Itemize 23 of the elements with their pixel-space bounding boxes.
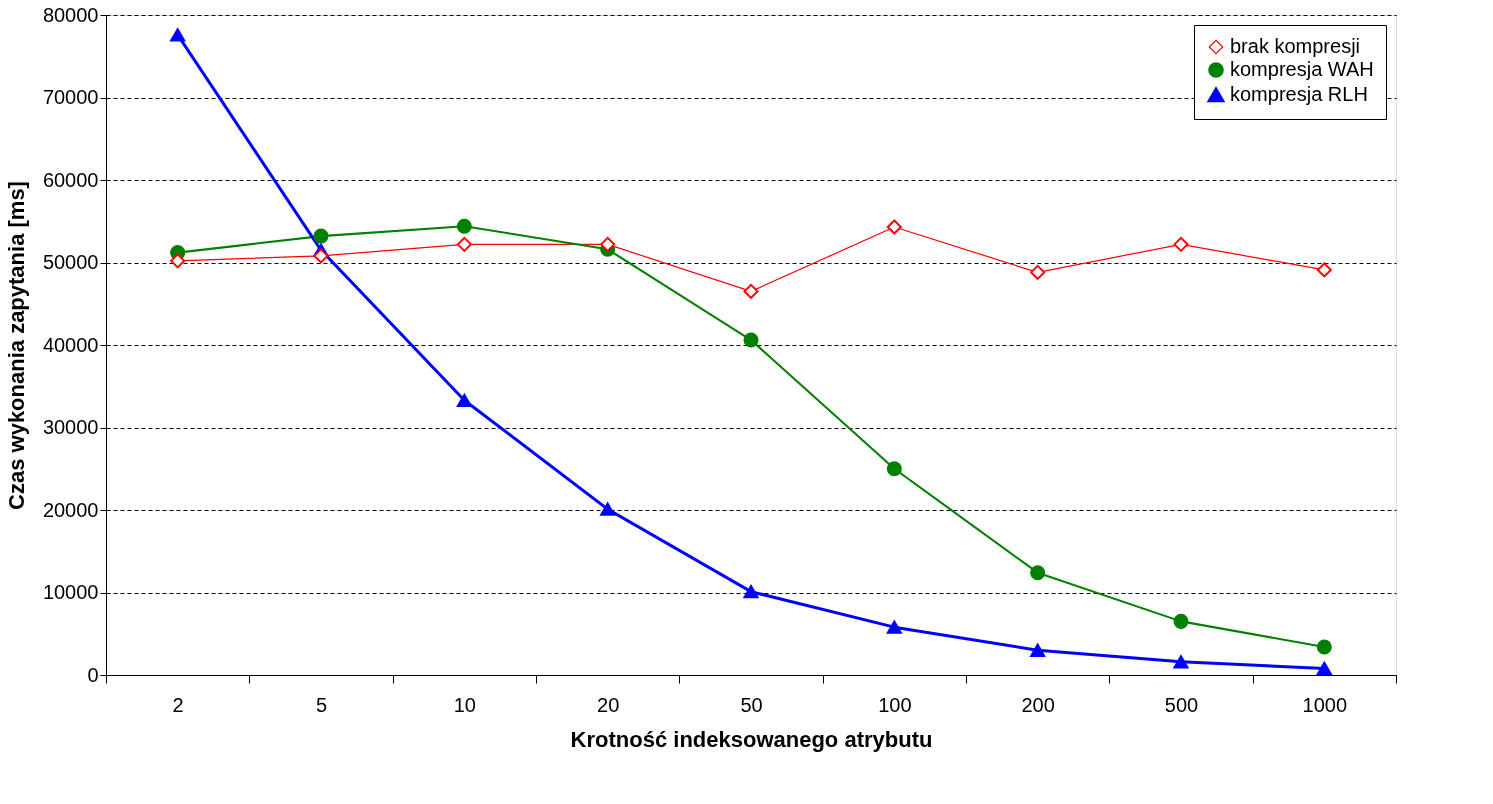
y-axis-title: Czas wykonania zapytania [ms] (3, 181, 29, 510)
y-tick-label: 30000 (42, 416, 99, 438)
y-tick-label: 0 (87, 663, 99, 686)
y-tick-label: 60000 (42, 168, 99, 191)
x-tick-label: 100 (878, 693, 912, 716)
x-axis-title: Krotność indeksowanego atrybutu (570, 726, 933, 752)
legend-label: kompresja WAH (1230, 58, 1374, 80)
x-tick-label: 200 (1021, 693, 1055, 716)
y-tick-label: 40000 (42, 333, 99, 356)
x-tick-label: 10 (453, 693, 476, 716)
x-tick-label: 50 (740, 693, 763, 716)
y-tick-label: 20000 (42, 498, 99, 521)
x-tick-label: 1000 (1302, 693, 1348, 716)
y-tick-label: 70000 (42, 86, 99, 108)
legend-label: kompresja RLH (1230, 83, 1368, 105)
y-tick-label: 50000 (42, 251, 99, 273)
x-tick-label: 2 (172, 693, 184, 716)
x-tick-label: 500 (1164, 693, 1199, 716)
y-tick-label: 80000 (42, 3, 99, 26)
x-tick-label: 5 (315, 693, 328, 716)
legend-label: brak kompresji (1230, 35, 1361, 57)
x-tick-label: 20 (597, 693, 620, 716)
y-tick-label: 10000 (42, 581, 99, 603)
